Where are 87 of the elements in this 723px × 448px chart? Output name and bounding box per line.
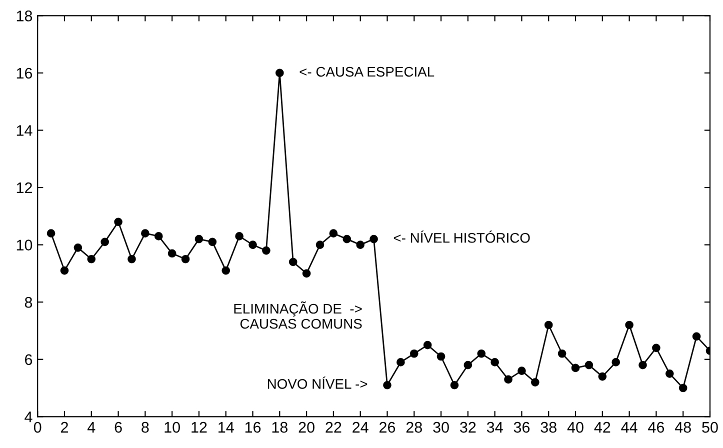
point	[544, 320, 553, 330]
point	[490, 358, 499, 366]
y-tick-label: 12	[16, 182, 32, 194]
point	[141, 229, 150, 238]
point	[625, 320, 634, 330]
point	[302, 269, 311, 278]
point	[275, 68, 284, 78]
point	[370, 234, 378, 244]
point	[558, 349, 566, 358]
annotation: ELIMINAÇÃO DE -> CAUSAS COMUNS	[234, 301, 362, 329]
point	[46, 229, 56, 238]
y-tick-label: 8	[24, 296, 32, 308]
x-tick-label: 6	[114, 422, 122, 433]
point	[100, 238, 109, 246]
x-tick-label: 8	[142, 422, 149, 433]
point	[436, 352, 446, 361]
point	[612, 358, 620, 366]
point	[423, 340, 432, 350]
point	[464, 360, 472, 370]
point	[128, 254, 136, 264]
point	[154, 232, 163, 240]
point	[652, 344, 660, 352]
y-tick-label: 4	[24, 412, 32, 422]
point	[235, 232, 244, 240]
x-tick-label: 42	[594, 422, 610, 433]
point	[168, 249, 176, 258]
point	[678, 384, 688, 392]
x-tick-label: 50	[702, 422, 718, 433]
y-tick-label: 16	[16, 68, 32, 79]
point	[410, 349, 418, 358]
point	[477, 349, 486, 358]
point	[396, 358, 405, 366]
point	[316, 240, 324, 249]
point	[181, 254, 190, 264]
point	[60, 266, 69, 275]
annotation: <- CAUSA ESPECIAL	[300, 66, 434, 77]
y-tick-label: 6	[25, 354, 32, 366]
point	[692, 332, 701, 341]
point	[356, 240, 365, 249]
x-tick-label: 2	[61, 422, 68, 433]
x-tick-label: 12	[192, 422, 207, 433]
x-tick-label: 28	[406, 422, 422, 433]
x-tick-label: 48	[674, 422, 691, 433]
x-tick-label: 38	[540, 422, 556, 433]
point	[531, 378, 540, 386]
annotation: NOVO NÍVEL ->	[268, 376, 368, 389]
point	[194, 234, 204, 244]
point	[288, 258, 298, 266]
point	[222, 266, 230, 275]
x-tick-label: 4	[87, 422, 96, 433]
point	[114, 218, 122, 226]
point	[208, 238, 217, 246]
point	[584, 360, 594, 370]
x-tick-label: 10	[164, 422, 180, 433]
x-tick-label: 14	[218, 422, 234, 433]
x-tick-label: 18	[272, 422, 288, 433]
point	[504, 375, 512, 384]
x-tick-label: 44	[621, 422, 638, 433]
x-tick-label: 30	[433, 422, 449, 433]
x-tick-label: 26	[380, 422, 396, 433]
x-tick-label: 0	[34, 422, 42, 433]
point	[518, 366, 526, 375]
point	[638, 360, 647, 370]
y-tick-label: 18	[16, 10, 32, 22]
point	[248, 240, 257, 249]
y-tick-label: 10	[16, 240, 32, 250]
x-tick-label: 46	[648, 422, 664, 433]
annotation: <- NÍVEL HISTÓRICO	[394, 230, 530, 243]
point	[342, 234, 352, 244]
point	[665, 370, 674, 378]
x-tick-label: 16	[245, 422, 261, 433]
x-tick-label: 22	[326, 422, 342, 433]
point	[329, 229, 338, 238]
point	[262, 246, 270, 255]
x-tick-label: 34	[486, 422, 503, 433]
point	[87, 254, 96, 264]
x-tick-label: 40	[567, 422, 584, 433]
point	[571, 364, 580, 372]
point	[74, 243, 82, 252]
x-tick-label: 20	[298, 422, 314, 433]
x-tick-label: 32	[460, 422, 476, 433]
x-tick-label: 24	[352, 422, 368, 433]
x-tick-label: 36	[514, 422, 530, 433]
point	[450, 380, 459, 390]
point	[598, 372, 607, 381]
y-tick-label: 14	[16, 125, 32, 136]
point	[383, 380, 392, 390]
